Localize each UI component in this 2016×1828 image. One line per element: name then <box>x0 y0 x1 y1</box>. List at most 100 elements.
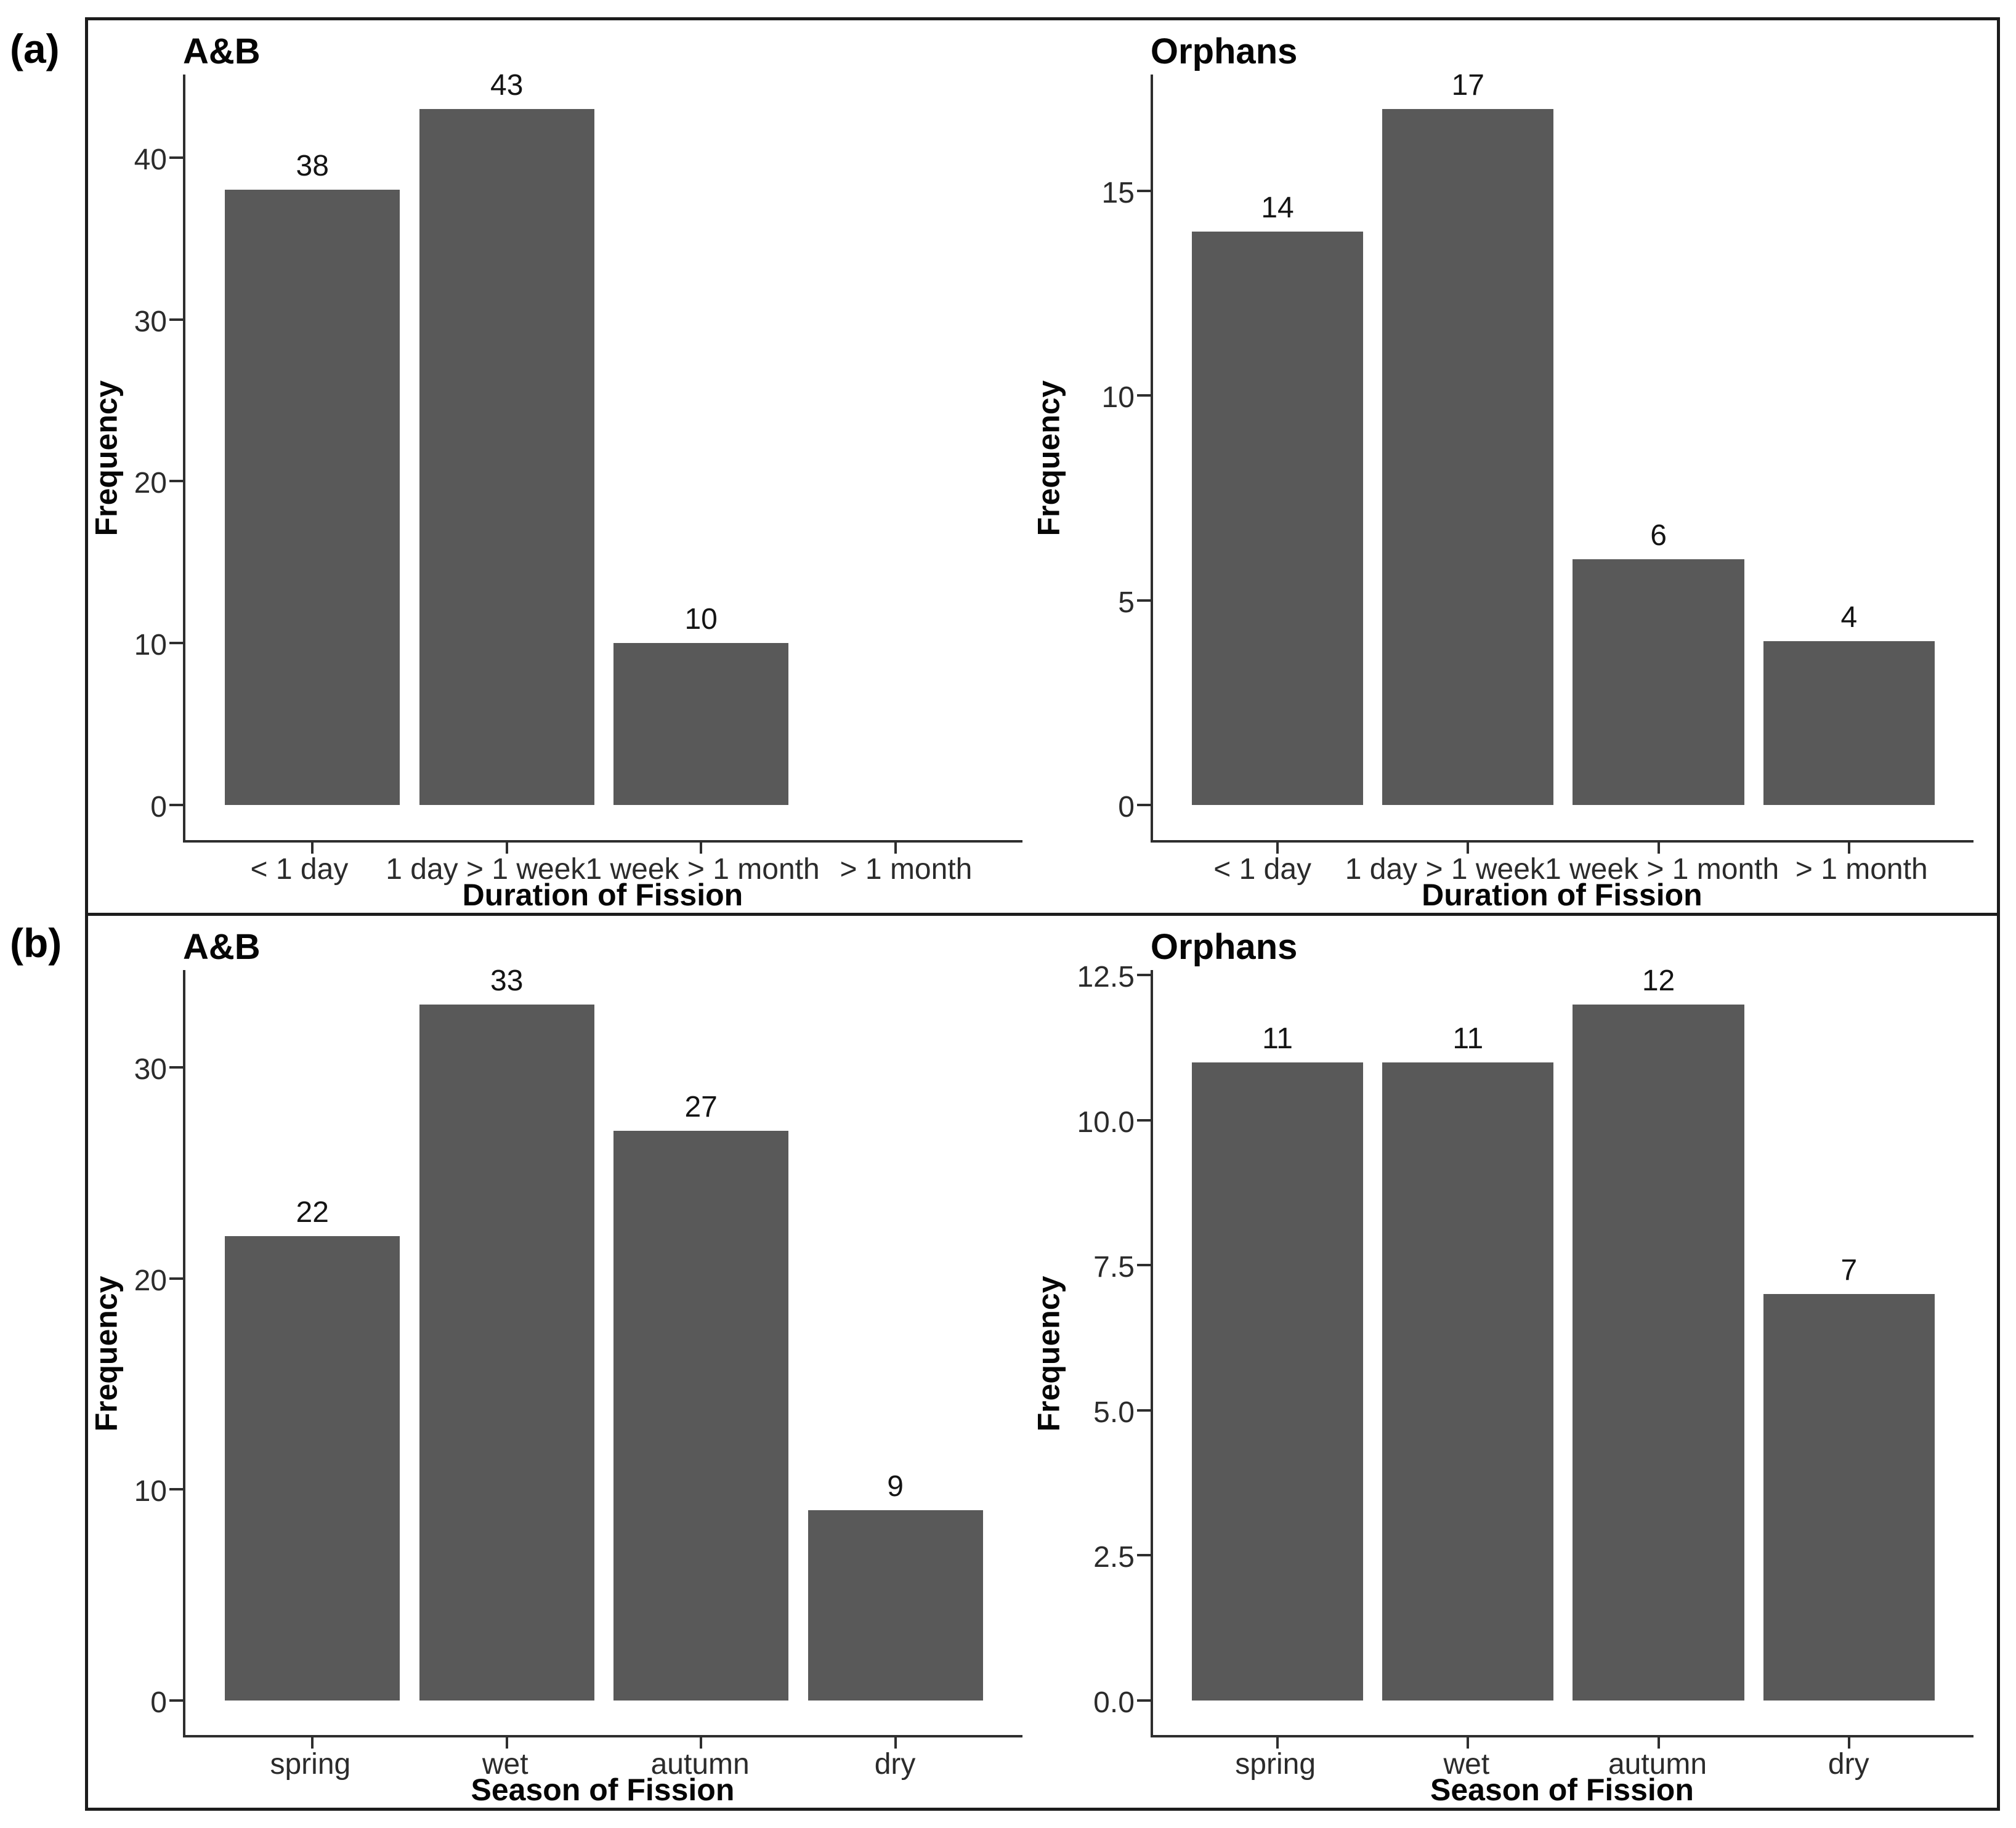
y-tick-mark <box>1136 599 1151 602</box>
y-tick-label: 2.5 <box>1093 1541 1135 1574</box>
y-axis-title: Frequency <box>88 970 124 1738</box>
x-axis-category-labels: spring wet autumn dry <box>1151 1748 1973 1781</box>
bar-value-label: 11 <box>1262 1022 1293 1055</box>
y-axis-title: Frequency <box>1031 970 1067 1738</box>
x-category-label: < 1 day <box>1213 852 1312 886</box>
bar-value-label: 14 <box>1261 192 1294 225</box>
x-tick-mark <box>700 1737 703 1749</box>
x-tick-mark <box>505 842 508 854</box>
x-tick-mark <box>1467 1737 1470 1749</box>
x-tick-mark <box>311 842 314 854</box>
x-category-label: 1 week > 1 month <box>1544 852 1779 886</box>
x-tick-mark <box>1847 842 1850 854</box>
chart-title: A&B <box>183 926 261 967</box>
bar <box>225 1236 400 1701</box>
bar <box>1382 1062 1554 1701</box>
y-axis-title-text: Frequency <box>1031 1276 1066 1432</box>
bar-slot: 12 <box>1563 966 1754 1749</box>
y-axis-tick-labels: 0 10 20 30 <box>124 970 183 1738</box>
y-tick-mark <box>1136 189 1151 192</box>
bar-slot: 38 <box>216 75 410 854</box>
y-tick-label: 20 <box>134 467 167 500</box>
x-tick-mark <box>700 842 703 854</box>
bars-container: 38 43 10 <box>185 71 1022 854</box>
x-category-label: spring <box>1235 1748 1316 1781</box>
bar-value-label: 4 <box>1840 601 1858 634</box>
x-category-label: 1 day > 1 week <box>386 852 586 886</box>
y-tick-label: 30 <box>134 305 167 338</box>
bar <box>1763 1294 1935 1701</box>
y-tick-mark <box>1136 804 1151 806</box>
x-axis-title: Season of Fission <box>1430 1773 1694 1807</box>
x-tick-mark <box>311 1737 314 1749</box>
y-tick-mark <box>1136 1409 1151 1412</box>
x-category-label: 1 day > 1 week <box>1345 852 1545 886</box>
y-tick-mark <box>169 1277 183 1280</box>
bar <box>1573 1004 1744 1701</box>
chart-title: Orphans <box>1150 926 1298 967</box>
bar <box>613 643 789 805</box>
y-tick-mark <box>169 480 183 483</box>
y-tick-label: 0.0 <box>1093 1686 1135 1719</box>
chart-duration-orphans: Orphans Frequency 0 5 10 15 14 17 6 4 < 1 day 1… <box>1031 20 1997 913</box>
plot-area: 14 17 6 4 <box>1136 71 1973 854</box>
bar-value-label: 22 <box>296 1196 329 1229</box>
y-tick-label: 7.5 <box>1093 1251 1135 1284</box>
bars-container: 11 11 12 7 <box>1153 966 1973 1749</box>
bar-slot: 17 <box>1373 71 1563 854</box>
plot-area: 38 43 10 <box>169 71 1022 854</box>
y-axis-tick-labels: 0 5 10 15 <box>1067 75 1151 843</box>
y-axis-title-text: Frequency <box>1031 380 1066 536</box>
bar-slot: 10 <box>604 75 798 854</box>
y-tick-label: 0 <box>150 1686 167 1719</box>
bar-slot: 9 <box>798 970 992 1749</box>
bars-container: 22 33 27 9 <box>185 966 1022 1749</box>
y-tick-label: 0 <box>1118 791 1135 823</box>
y-axis-tick-labels: 0 10 20 30 40 <box>124 75 183 843</box>
bar-slot: 43 <box>410 71 604 854</box>
x-axis-title: Season of Fission <box>471 1773 735 1807</box>
x-axis-category-labels: spring wet autumn dry <box>183 1748 1022 1781</box>
y-tick-mark <box>169 804 183 806</box>
y-axis-title: Frequency <box>88 75 124 843</box>
bar-slot <box>798 75 992 854</box>
y-tick-label: 5.0 <box>1093 1396 1135 1429</box>
y-tick-label: 10.0 <box>1077 1106 1135 1139</box>
x-tick-mark <box>1276 842 1279 854</box>
bar-value-label: 12 <box>1642 964 1675 997</box>
x-category-label: autumn <box>650 1748 750 1781</box>
panel-b-row: A&B Frequency 0 10 20 30 22 33 27 9 spring wet a… <box>88 916 1997 1808</box>
y-tick-label: 10 <box>134 1475 167 1508</box>
y-tick-mark <box>169 1488 183 1491</box>
bar-value-label: 9 <box>887 1470 904 1503</box>
y-axis-title-text: Frequency <box>89 1276 124 1432</box>
bar-value-label: 43 <box>490 69 524 102</box>
x-axis-title: Duration of Fission <box>1422 877 1702 912</box>
bar-slot: 11 <box>1182 970 1372 1749</box>
y-tick-label: 15 <box>1101 176 1135 209</box>
bar-slot: 27 <box>604 970 798 1749</box>
x-category-label: < 1 day <box>250 852 349 886</box>
x-tick-mark <box>1847 1737 1850 1749</box>
bar <box>1191 1062 1364 1701</box>
y-tick-mark <box>169 1066 183 1069</box>
bar-value-label: 33 <box>490 964 524 997</box>
x-tick-mark <box>894 842 897 854</box>
x-tick-mark <box>894 1737 897 1749</box>
chart-season-orphans: Orphans Frequency 0.0 2.5 5.0 7.5 10.0 12.5 1… <box>1031 916 1997 1808</box>
y-tick-mark <box>1136 974 1151 977</box>
y-tick-mark <box>1136 1554 1151 1557</box>
y-tick-label: 5 <box>1118 586 1135 619</box>
chart-title: A&B <box>183 31 261 71</box>
bar <box>808 1510 983 1701</box>
x-category-label: > 1 month <box>840 852 973 886</box>
y-axis-title: Frequency <box>1031 75 1067 843</box>
y-tick-mark <box>1136 394 1151 397</box>
y-tick-mark <box>169 1699 183 1702</box>
y-axis-tick-labels: 0.0 2.5 5.0 7.5 10.0 12.5 <box>1067 963 1151 1738</box>
bar-slot: 7 <box>1754 970 1944 1749</box>
y-tick-label: 40 <box>134 143 167 176</box>
x-category-label: dry <box>1828 1748 1869 1781</box>
panel-b-label: (b) <box>10 920 62 966</box>
figure-border: A&B Frequency 0 10 20 30 40 38 43 10 < 1 day 1 … <box>85 17 2000 1811</box>
